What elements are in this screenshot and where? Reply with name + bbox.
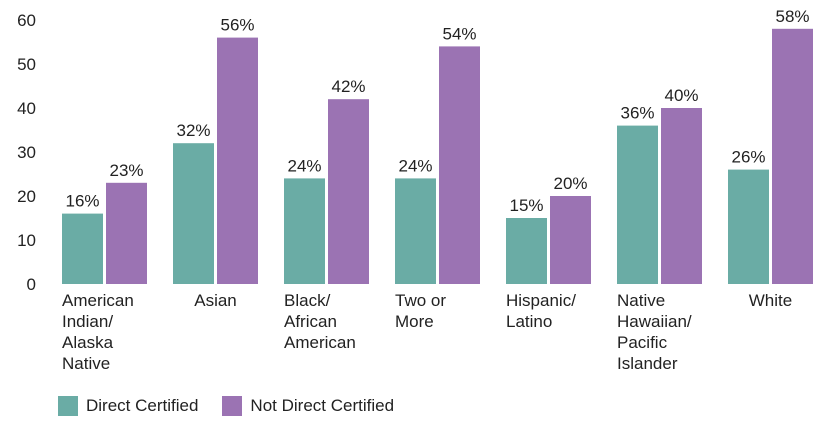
bar-not-direct-certified — [661, 108, 702, 284]
data-label: 24% — [287, 156, 321, 175]
data-label: 58% — [775, 7, 809, 26]
bar-direct-certified — [62, 213, 103, 284]
x-category-label: White — [749, 291, 792, 310]
x-category-label: Black/African American — [284, 291, 356, 352]
legend-label-direct-certified: Direct Certified — [86, 396, 199, 415]
data-label: 56% — [220, 16, 254, 35]
bar-direct-certified — [728, 169, 769, 284]
y-tick-label: 50 — [17, 55, 36, 74]
data-label: 54% — [442, 24, 476, 43]
data-label: 16% — [65, 192, 99, 211]
y-tick-label: 0 — [27, 275, 36, 294]
data-label: 32% — [176, 121, 210, 140]
legend: Direct Certified Not Direct Certified — [58, 396, 418, 416]
y-tick-label: 30 — [17, 143, 36, 162]
data-label: 24% — [398, 156, 432, 175]
bar-chart-svg: 0 10 20 30 40 50 60 16% 23% American Indian/Alaska… — [17, 7, 813, 373]
bar-direct-certified — [506, 218, 547, 284]
bar-not-direct-certified — [772, 28, 813, 284]
y-tick-label: 20 — [17, 187, 36, 206]
x-category-label: Native Hawaiian/Pacific Islander — [617, 291, 692, 373]
bar-not-direct-certified — [550, 196, 591, 284]
x-category-label: Hispanic/Latino — [506, 291, 576, 331]
legend-label-not-direct-certified: Not Direct Certified — [250, 396, 395, 415]
x-category-label: American Indian/Alaska Native — [62, 291, 134, 373]
data-label: 15% — [509, 196, 543, 215]
bar-direct-certified — [173, 143, 214, 284]
y-tick-label: 10 — [17, 231, 36, 250]
legend-item-not-direct-certified: Not Direct Certified — [222, 396, 394, 416]
bar-not-direct-certified — [328, 99, 369, 284]
data-label: 20% — [553, 174, 587, 193]
x-category-label: Two or More — [395, 291, 446, 331]
bar-not-direct-certified — [106, 182, 147, 284]
data-label: 42% — [331, 77, 365, 96]
data-label: 26% — [731, 148, 765, 167]
bar-direct-certified — [617, 125, 658, 284]
bar-not-direct-certified — [217, 37, 258, 284]
bar-not-direct-certified — [439, 46, 480, 285]
data-label: 23% — [109, 161, 143, 180]
data-label: 40% — [664, 86, 698, 105]
bar-direct-certified — [395, 178, 436, 284]
legend-item-direct-certified: Direct Certified — [58, 396, 198, 416]
data-label: 36% — [620, 104, 654, 123]
bar-direct-certified — [284, 178, 325, 284]
y-tick-label: 60 — [17, 11, 36, 30]
legend-swatch-not-direct-certified — [222, 396, 243, 416]
x-category-label: Asian — [194, 291, 237, 310]
legend-swatch-direct-certified — [58, 396, 78, 416]
y-tick-label: 40 — [17, 99, 36, 118]
